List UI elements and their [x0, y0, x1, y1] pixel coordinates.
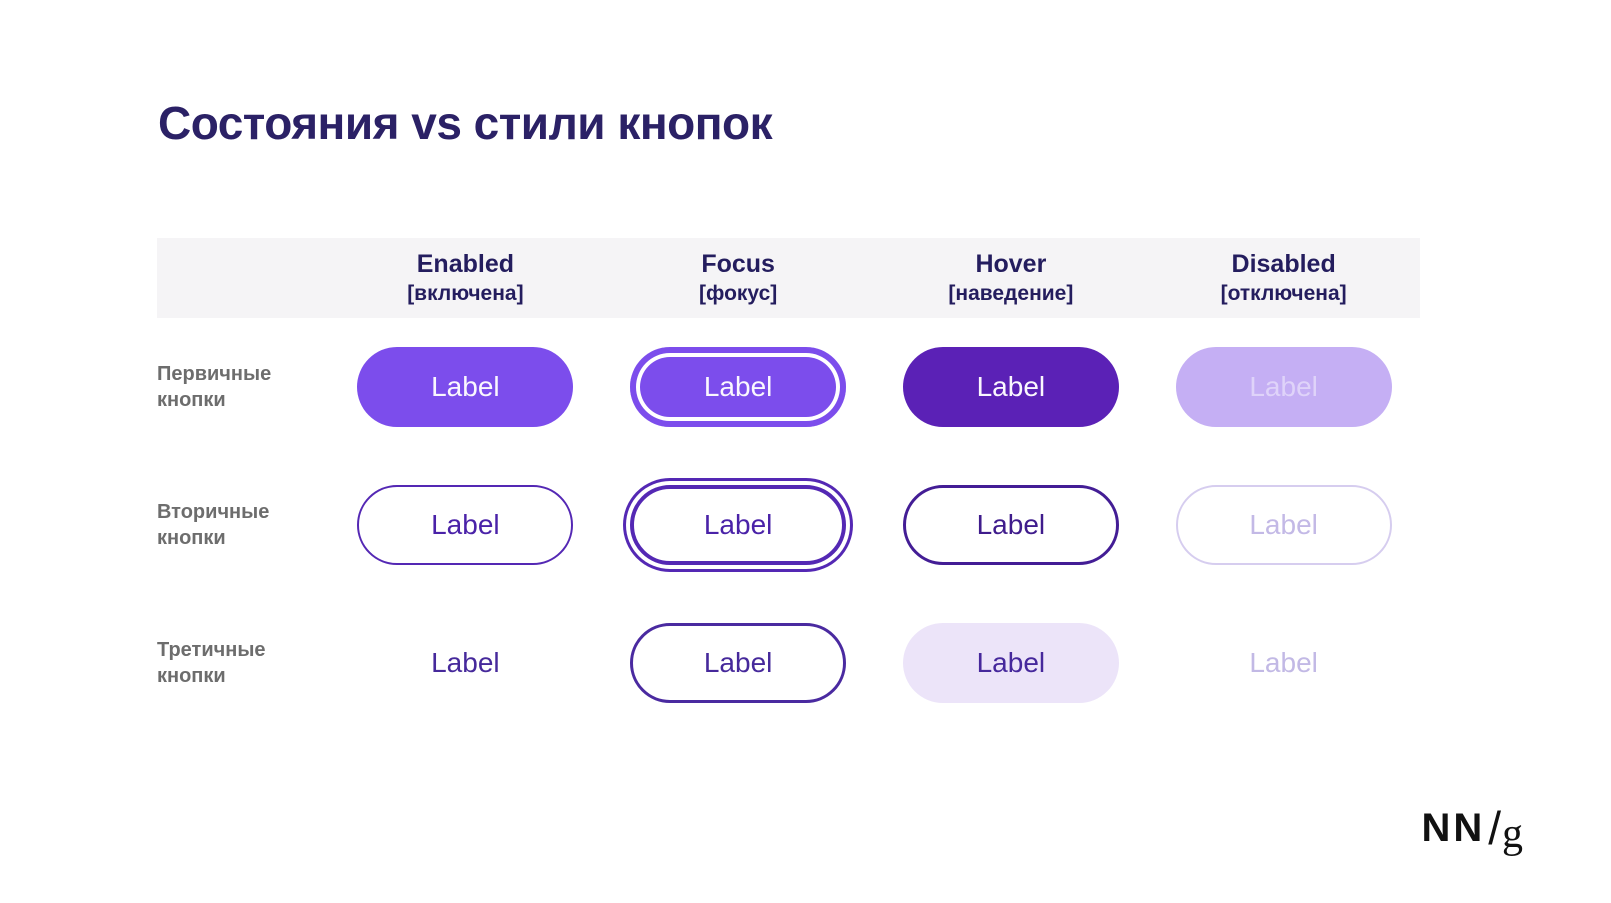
column-header-enabled: Enabled [включена]	[329, 250, 602, 306]
column-header-en: Enabled	[416, 250, 514, 278]
page-title: Состояния vs стили кнопок	[158, 97, 773, 149]
cell-tertiary-hover: Label	[875, 623, 1148, 703]
table-header-row: Enabled [включена] Focus [фокус] Hover […	[157, 238, 1420, 318]
cell-primary-enabled: Label	[329, 347, 602, 427]
button-primary-hover[interactable]: Label	[902, 347, 1119, 427]
cell-primary-disabled: Label	[1147, 347, 1420, 427]
row-label-primary: Первичные кнопки	[157, 363, 272, 411]
button-secondary-focus[interactable]: Label	[630, 485, 847, 565]
column-header-hover: Hover [наведение]	[875, 250, 1148, 306]
cell-tertiary-focus: Label	[602, 623, 875, 703]
table-row-secondary: Вторичные кнопки Label Label Label Label	[157, 456, 1420, 594]
row-label-tertiary: Третичные кнопки	[157, 639, 266, 687]
column-header-disabled: Disabled [отключена]	[1147, 250, 1420, 306]
button-tertiary-enabled[interactable]: Label	[357, 623, 573, 703]
cell-secondary-disabled: Label	[1147, 485, 1420, 565]
button-tertiary-hover[interactable]: Label	[902, 623, 1119, 703]
button-primary-focus[interactable]: Label	[630, 347, 847, 427]
cell-secondary-focus: Label	[602, 485, 875, 565]
table-row-primary: Первичные кнопки Label Label Label Label	[157, 318, 1420, 456]
table-row-tertiary: Третичные кнопки Label Label Label Label	[157, 594, 1420, 732]
button-states-table: Enabled [включена] Focus [фокус] Hover […	[157, 238, 1420, 732]
button-tertiary-disabled[interactable]: Label	[1176, 623, 1392, 703]
column-header-ru: [фокус]	[698, 282, 778, 305]
column-header-focus: Focus [фокус]	[602, 250, 875, 306]
nng-logo-slash: /	[1488, 802, 1501, 854]
button-secondary-enabled[interactable]: Label	[357, 485, 574, 565]
cell-primary-focus: Label	[602, 347, 875, 427]
cell-primary-hover: Label	[875, 347, 1148, 427]
button-secondary-hover[interactable]: Label	[902, 485, 1119, 565]
nng-logo: NN / g	[1421, 802, 1523, 855]
column-header-ru: [отключена]	[1220, 282, 1347, 305]
button-primary-disabled[interactable]: Label	[1175, 347, 1392, 427]
cell-tertiary-disabled: Label	[1147, 623, 1420, 703]
column-header-en: Hover	[975, 250, 1047, 278]
nng-logo-g: g	[1502, 811, 1523, 857]
cell-secondary-enabled: Label	[329, 485, 602, 565]
button-tertiary-focus[interactable]: Label	[630, 623, 847, 703]
row-label-secondary: Вторичные кнопки	[157, 501, 270, 549]
column-header-ru: [наведение]	[948, 282, 1074, 305]
cell-tertiary-enabled: Label	[329, 623, 602, 703]
button-secondary-disabled[interactable]: Label	[1175, 485, 1392, 565]
nng-logo-nn: NN	[1421, 806, 1486, 850]
column-header-en: Disabled	[1231, 250, 1336, 278]
column-header-ru: [включена]	[407, 282, 524, 305]
column-header-en: Focus	[701, 250, 775, 278]
cell-secondary-hover: Label	[875, 485, 1148, 565]
button-primary-enabled[interactable]: Label	[357, 347, 574, 427]
